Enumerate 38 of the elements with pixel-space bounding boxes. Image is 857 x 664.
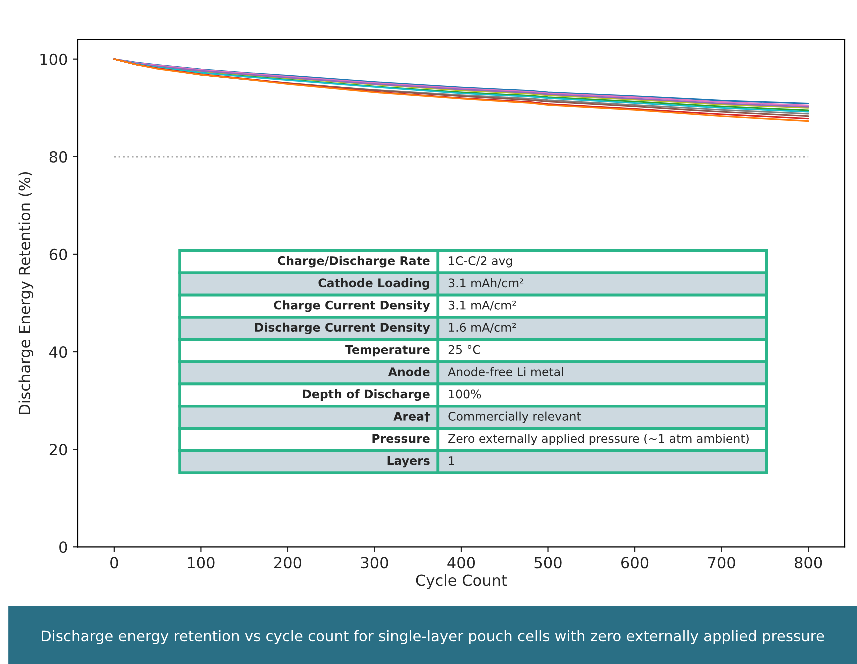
annotation: Temperature: [346, 346, 430, 357]
y-axis-title: Discharge Energy Retention (%): [18, 172, 34, 414]
annotation: 3.1 mAh/cm²: [448, 278, 524, 289]
annotation: Area†: [394, 412, 430, 422]
y-tick-label: 100: [40, 54, 68, 66]
annotation: Pressure: [372, 434, 430, 444]
annotation: Discharge Current Density: [255, 322, 430, 334]
x-tick-label: 600: [622, 557, 649, 569]
annotation: 1.6 mA/cm²: [449, 323, 516, 333]
x-tick-label: 700: [708, 557, 736, 569]
y-tick-label: 20: [50, 444, 68, 456]
x-tick-label: 400: [448, 557, 476, 569]
annotation: Anode-free Li metal: [448, 367, 564, 377]
annotation: 3.1 mA/cm²: [448, 300, 516, 311]
annotation: Depth of Discharge: [303, 390, 430, 402]
annotation: Layers: [388, 456, 430, 468]
annotation: Charge Current Density: [274, 300, 430, 312]
annotation: 1C-C/2 avg: [449, 256, 512, 268]
text: Discharge energy retention vs cycle count for single-layer pouch cells with zero externally applied pressure: [42, 630, 824, 644]
x-axis-title: Cycle Count: [416, 574, 508, 590]
annotation: 100%: [449, 390, 482, 399]
y-tick-label: 40: [50, 346, 68, 358]
annotation: Cathode Loading: [318, 278, 430, 290]
y-tick-label: 60: [50, 248, 68, 260]
annotation: Charge/Discharge Rate: [278, 256, 430, 268]
annotation: 25 °C: [448, 345, 480, 354]
annotation: Commercially relevant: [448, 412, 582, 424]
y-tick-label: 80: [50, 151, 68, 163]
x-tick-label: 100: [188, 557, 215, 569]
annotation: 1: [449, 456, 454, 466]
x-tick-label: 500: [534, 557, 562, 569]
annotation: Anode: [388, 367, 430, 377]
y-tick-label: 0: [60, 542, 68, 554]
annotation: Zero externally applied pressure (~1 atm ambient): [448, 434, 749, 446]
x-tick-label: 0: [110, 557, 118, 569]
x-tick-label: 200: [274, 557, 302, 569]
x-tick-label: 800: [795, 557, 822, 569]
x-tick-label: 300: [361, 557, 388, 569]
